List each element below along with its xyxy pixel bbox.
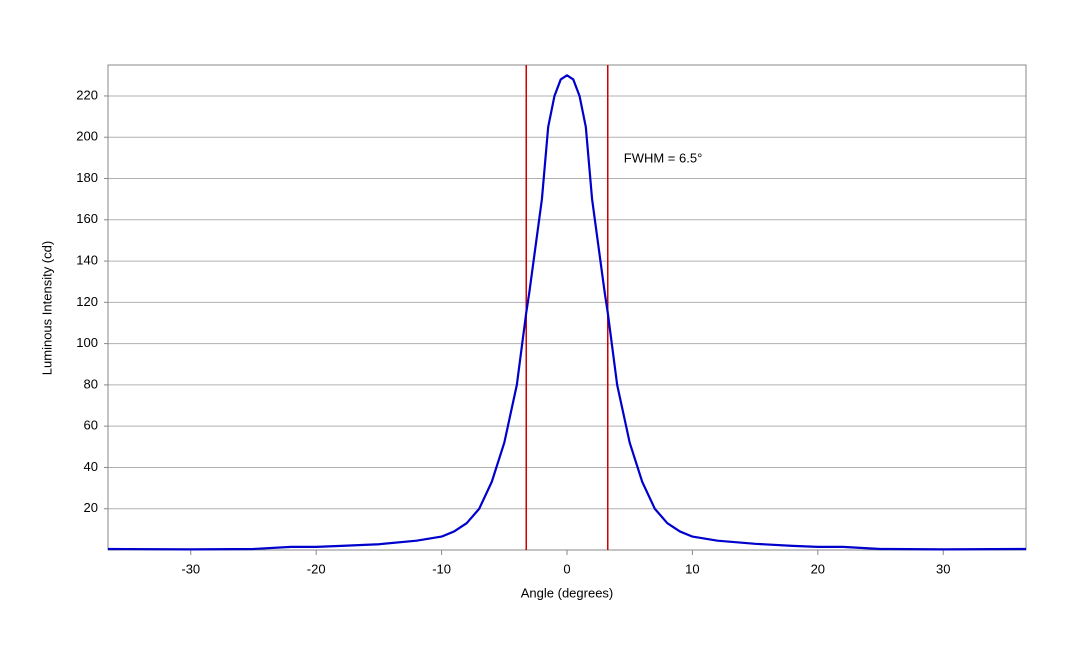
y-tick-label: 140 [76,253,98,268]
y-tick-label: 120 [76,294,98,309]
x-tick-label: 10 [685,561,699,576]
y-tick-label: 20 [84,500,98,515]
y-tick-label: 180 [76,170,98,185]
plot-frame [107,64,1027,551]
x-tick-label: 20 [811,561,825,576]
data-line [107,74,1027,551]
x-tick-label: -20 [307,561,326,576]
x-tick-label: 0 [563,561,570,576]
y-tick-label: 100 [76,335,98,350]
x-tick-label: -30 [181,561,200,576]
annotation: FWHM = 6.5° [624,150,703,165]
y-axis-label: Luminous Intensity (cd) [39,241,54,375]
y-tick-label: 160 [76,211,98,226]
x-tick-label: -10 [432,561,451,576]
x-tick-label: 30 [936,561,950,576]
y-tick-label: 200 [76,129,98,144]
y-tick-label: 220 [76,87,98,102]
y-tick-label: 60 [84,418,98,433]
x-axis-label: Angle (degrees) [521,585,614,600]
y-tick-label: 40 [84,459,98,474]
y-tick-label: 80 [84,376,98,391]
